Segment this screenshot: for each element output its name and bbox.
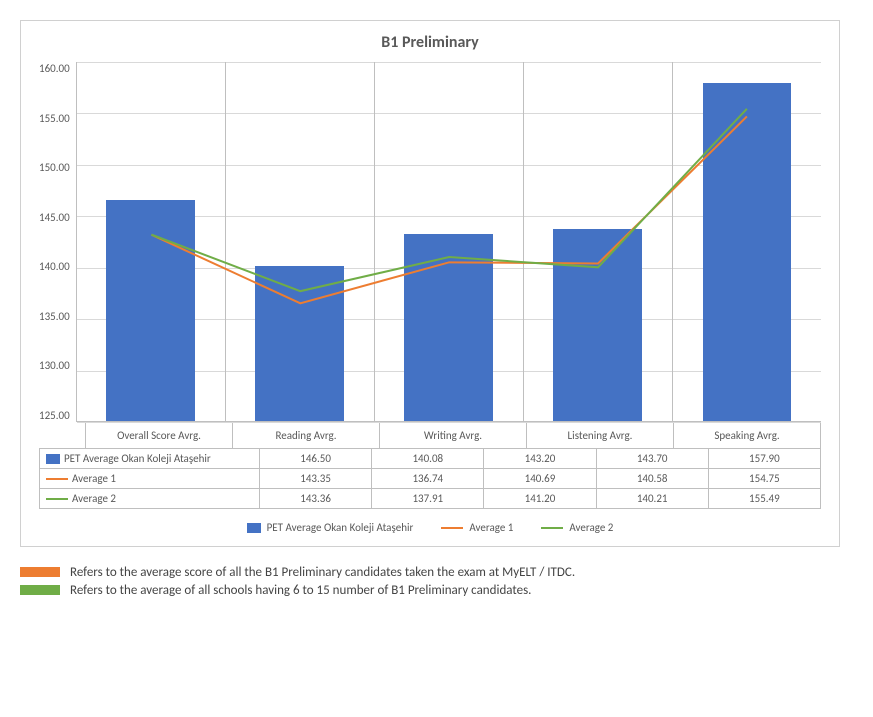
table-cell: 140.58 [596,469,708,489]
plot [76,62,821,422]
table-cell: 141.20 [484,489,596,509]
line-swatch-icon [541,523,563,533]
line-series [151,109,746,291]
table-row: Average 1 143.35136.74140.69140.58154.75 [40,469,821,489]
x-tick-label: Speaking Avrg. [674,422,821,448]
table-cell: 136.74 [372,469,484,489]
line-series [151,116,746,303]
note-text: Refers to the average score of all the B… [70,565,575,580]
table-cell: 143.35 [260,469,372,489]
table-cell: 140.08 [372,449,484,469]
table-cell: 137.91 [372,489,484,509]
y-tick-label: 145.00 [39,211,70,224]
table-row: Average 2 143.36137.91141.20140.21155.49 [40,489,821,509]
y-tick-label: 125.00 [39,409,70,422]
bar-swatch-icon [247,523,261,533]
x-tick-label: Overall Score Avrg. [85,422,233,448]
footer-notes: Refers to the average score of all the B… [20,565,853,598]
legend-item: Average 1 [441,521,513,534]
legend: PET Average Okan Koleji Ataşehir Average … [39,509,821,536]
series-label: PET Average Okan Koleji Ataşehir [64,452,211,465]
note-swatch-icon [20,585,60,595]
data-table: PET Average Okan Koleji Ataşehir146.5014… [39,448,821,509]
note-row: Refers to the average score of all the B… [20,565,853,580]
y-tick-label: 140.00 [39,260,70,273]
table-cell: 155.49 [708,489,820,509]
legend-item: Average 2 [541,521,613,534]
table-cell: 146.50 [260,449,372,469]
y-tick-label: 160.00 [39,62,70,75]
series-label: Average 1 [72,472,116,485]
x-axis-labels: Overall Score Avrg.Reading Avrg.Writing … [85,422,821,448]
bar-swatch-icon [46,454,60,464]
note-row: Refers to the average of all schools hav… [20,583,853,598]
series-label: Average 2 [72,492,116,505]
y-tick-label: 135.00 [39,310,70,323]
note-text: Refers to the average of all schools hav… [70,583,531,598]
table-cell: 140.69 [484,469,596,489]
chart-container: B1 Preliminary 160.00155.00150.00145.001… [20,20,840,547]
table-cell: 143.20 [484,449,596,469]
line-swatch-icon [46,474,68,484]
legend-label: PET Average Okan Koleji Ataşehir [267,521,414,534]
table-cell: 157.90 [708,449,820,469]
table-cell: 143.70 [596,449,708,469]
x-tick-label: Reading Avrg. [233,422,380,448]
y-tick-label: 150.00 [39,161,70,174]
line-swatch-icon [441,523,463,533]
table-cell: 140.21 [596,489,708,509]
y-axis-labels: 160.00 155.00 150.00 145.00 140.00 135.00 130.… [39,62,76,422]
line-swatch-icon [46,494,68,504]
legend-label: Average 2 [569,521,613,534]
chart-title: B1 Preliminary [39,33,821,52]
note-swatch-icon [20,567,60,577]
table-cell: 143.36 [260,489,372,509]
plot-area: 160.00 155.00 150.00 145.00 140.00 135.00 130.… [39,62,821,422]
table-row: PET Average Okan Koleji Ataşehir146.5014… [40,449,821,469]
line-overlay [77,62,821,425]
x-tick-label: Writing Avrg. [380,422,527,448]
y-tick-label: 155.00 [39,112,70,125]
x-tick-label: Listening Avrg. [527,422,674,448]
table-cell: 154.75 [708,469,820,489]
y-tick-label: 130.00 [39,359,70,372]
legend-item: PET Average Okan Koleji Ataşehir [247,521,414,534]
legend-label: Average 1 [469,521,513,534]
